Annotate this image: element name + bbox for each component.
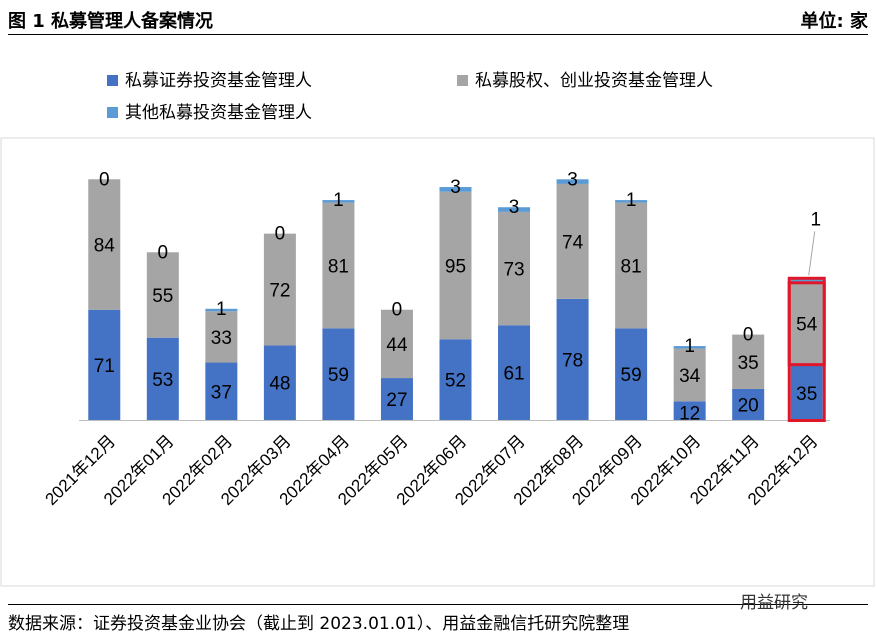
bar-segment: [380, 309, 413, 379]
data-label: 74: [562, 232, 584, 253]
bar-segment: [556, 179, 589, 184]
data-label: 12: [679, 404, 700, 425]
data-label: 0: [158, 242, 169, 263]
bar-segment: [146, 252, 179, 338]
data-label: 84: [94, 236, 116, 257]
bar-segment: [205, 311, 238, 363]
data-label: 78: [562, 350, 583, 371]
bar-segment: [732, 388, 765, 420]
watermark-text: 用益研究: [740, 593, 808, 613]
data-label: 54: [796, 315, 818, 336]
legend-label: 私募股权、创业投资基金管理人: [475, 71, 713, 91]
legend-label: 私募证券投资基金管理人: [125, 71, 312, 91]
data-label: 35: [738, 353, 759, 374]
data-label: 95: [445, 256, 466, 277]
leader-line: [808, 231, 816, 276]
bar-segment: [322, 202, 355, 329]
data-label: 48: [269, 374, 290, 395]
data-label: 1: [333, 190, 344, 211]
data-label: 34: [679, 366, 701, 387]
data-label: 35: [796, 384, 817, 405]
data-source-note: 数据来源：证券投资基金业协会（截止到 2023.01.01）、用益金融信托研究院…: [8, 614, 630, 634]
data-label: 3: [450, 177, 461, 198]
bar-segment: [263, 233, 296, 346]
bar-segment: [673, 348, 706, 402]
bar-segment: [380, 378, 413, 420]
data-label: 61: [503, 364, 524, 385]
data-label: 27: [386, 390, 407, 411]
bar-segment: [556, 183, 589, 299]
bar-segment: [790, 365, 823, 420]
figure-title: 图 1 私募管理人备案情况: [8, 11, 214, 32]
data-label: 1: [684, 336, 695, 357]
data-label: 0: [743, 325, 754, 346]
data-label: 73: [503, 260, 524, 281]
bar-segment: [263, 345, 296, 420]
data-label: 44: [386, 335, 408, 356]
data-label: 33: [211, 328, 232, 349]
data-label: 20: [738, 395, 759, 416]
data-label: 53: [152, 370, 173, 391]
data-label: 1: [626, 190, 637, 211]
bar-segment: [439, 191, 472, 340]
bar-segment: [146, 337, 179, 420]
data-label: 72: [269, 281, 290, 302]
data-label: 59: [621, 365, 642, 386]
bar-segment: [205, 362, 238, 420]
bar-segment: [88, 309, 121, 420]
data-label: 0: [275, 224, 286, 245]
bar-segment: [439, 187, 472, 192]
bar-segment: [790, 281, 823, 366]
legend-swatch: [457, 75, 468, 86]
bar-segment: [88, 179, 121, 310]
bar-segment: [673, 401, 706, 420]
data-label: 37: [211, 382, 232, 403]
data-label: 59: [328, 365, 349, 386]
data-label: 0: [392, 300, 403, 321]
bar-segment: [498, 207, 531, 212]
bar-segment: [205, 308, 238, 312]
bar-segment: [673, 346, 706, 349]
bar-segment: [498, 211, 531, 326]
bar-segment: [439, 339, 472, 420]
data-label: 52: [445, 371, 466, 392]
data-label: 71: [94, 356, 115, 377]
data-label: 55: [152, 286, 173, 307]
data-label: 81: [621, 256, 642, 277]
chart-frame: [0, 137, 875, 587]
bar-segment: [790, 279, 823, 282]
bar-segment: [322, 328, 355, 420]
footer-divider: [8, 604, 868, 605]
data-label: 0: [99, 169, 110, 190]
figure-header: 图 1 私募管理人备案情况 单位: 家: [8, 4, 868, 35]
bar-segment: [615, 200, 648, 203]
bar-segment: [498, 325, 531, 420]
legend-swatch: [107, 75, 118, 86]
data-label: 1: [810, 209, 821, 230]
bar-segment: [615, 202, 648, 329]
figure-unit: 单位: 家: [800, 11, 868, 32]
data-label: 3: [509, 197, 520, 218]
data-label: 81: [328, 256, 349, 277]
legend-swatch: [107, 107, 118, 118]
legend-label: 其他私募投资基金管理人: [125, 103, 312, 123]
bar-segment: [615, 328, 648, 420]
highlight-box-inner: [787, 281, 826, 367]
bar-segment: [322, 200, 355, 203]
bar-segment: [732, 334, 765, 389]
bar-segment: [556, 298, 589, 420]
data-label: 3: [567, 169, 578, 190]
data-label: 1: [216, 299, 227, 320]
